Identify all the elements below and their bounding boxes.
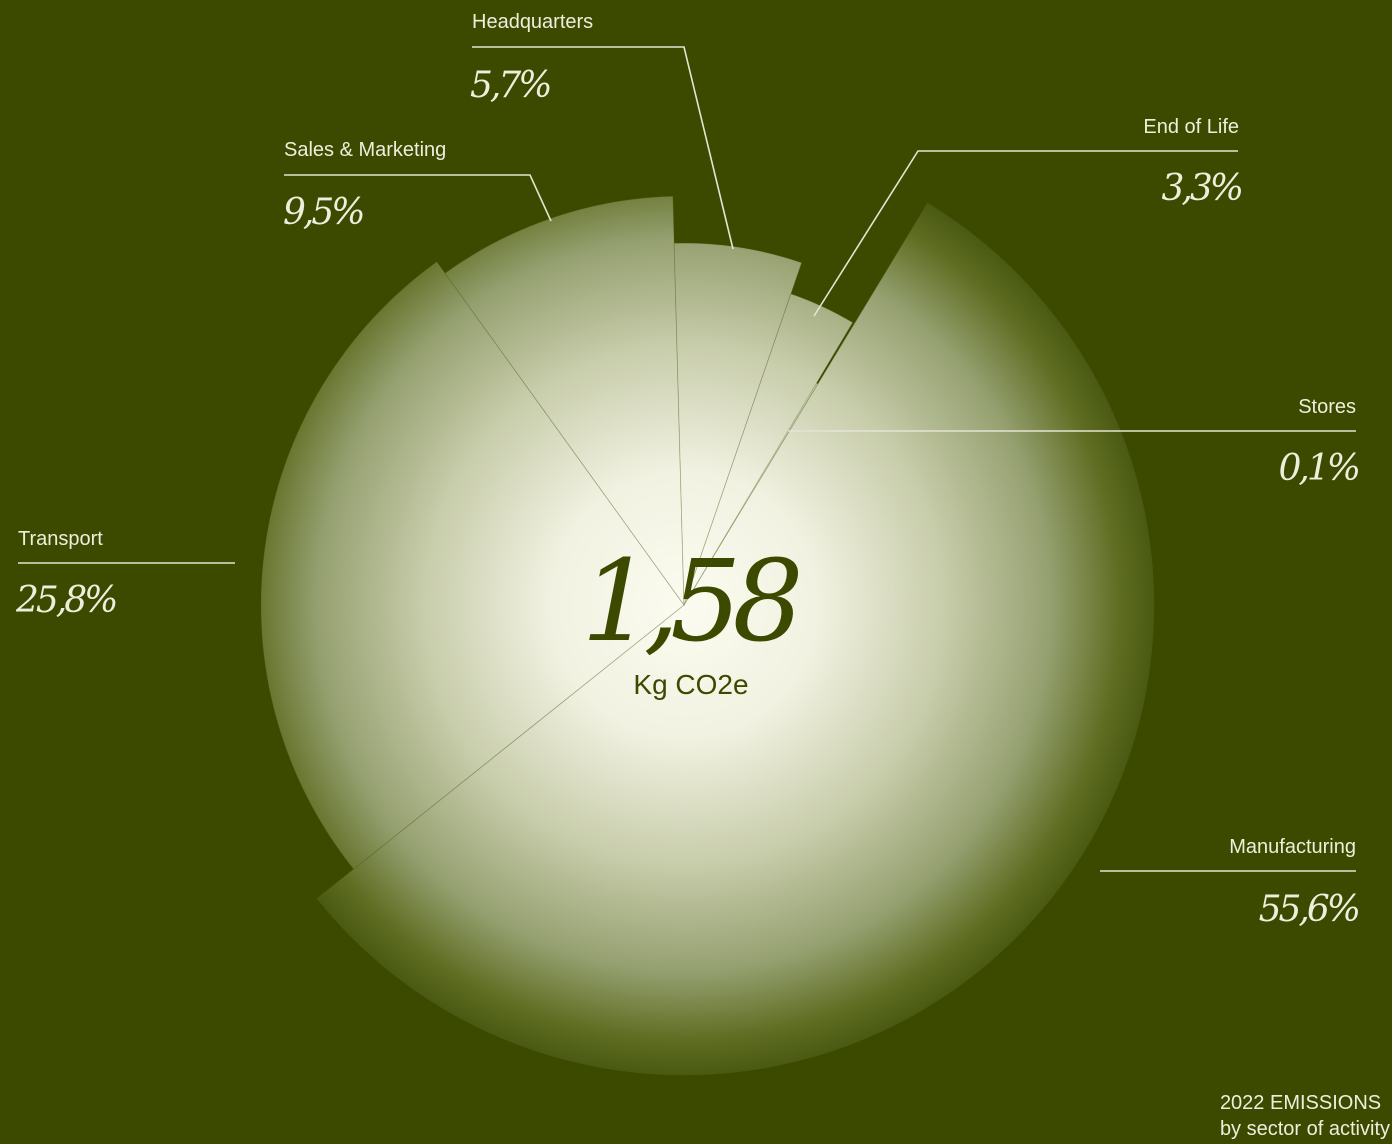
slice-end-of-life xyxy=(683,293,854,606)
leader-lines-group xyxy=(18,46,1356,872)
leader-line-sales-marketing xyxy=(284,174,552,222)
center-total-value: 1,58 xyxy=(581,537,800,667)
value-headquarters: 5,7% xyxy=(470,65,550,106)
label-stores: Stores xyxy=(1298,396,1356,418)
slice-headquarters xyxy=(673,242,803,606)
value-end-of-life: 3,3% xyxy=(1162,168,1242,209)
value-transport: 25,8% xyxy=(15,580,116,621)
slice-transport xyxy=(260,261,685,870)
label-transport: Transport xyxy=(18,528,103,550)
leader-line-end-of-life xyxy=(813,150,1238,317)
chart-caption: 2022 EMISSIONS by sector of activity xyxy=(1220,1090,1390,1142)
slice-manufacturing xyxy=(316,202,1155,1076)
value-sales-marketing: 9,5% xyxy=(283,192,363,233)
label-manufacturing: Manufacturing xyxy=(1229,836,1356,858)
caption-subtitle: by sector of activity xyxy=(1219,1118,1390,1140)
slice-sales-marketing xyxy=(444,195,685,607)
value-stores: 0,1% xyxy=(1279,448,1359,489)
center-total-unit: Kg CO2e xyxy=(633,669,748,700)
caption-title: 2022 EMISSIONS xyxy=(1219,1092,1382,1114)
label-sales-marketing: Sales & Marketing xyxy=(284,139,446,161)
label-headquarters: Headquarters xyxy=(472,11,593,33)
label-end-of-life: End of Life xyxy=(1143,116,1239,138)
slices-group xyxy=(260,195,1155,1076)
leader-line-headquarters xyxy=(472,46,734,250)
value-manufacturing: 55,6% xyxy=(1259,889,1359,930)
